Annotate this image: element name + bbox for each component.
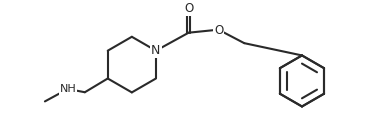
Text: N: N — [151, 44, 161, 57]
Text: O: O — [214, 24, 223, 37]
Text: NH: NH — [59, 84, 76, 94]
Text: O: O — [184, 2, 193, 15]
